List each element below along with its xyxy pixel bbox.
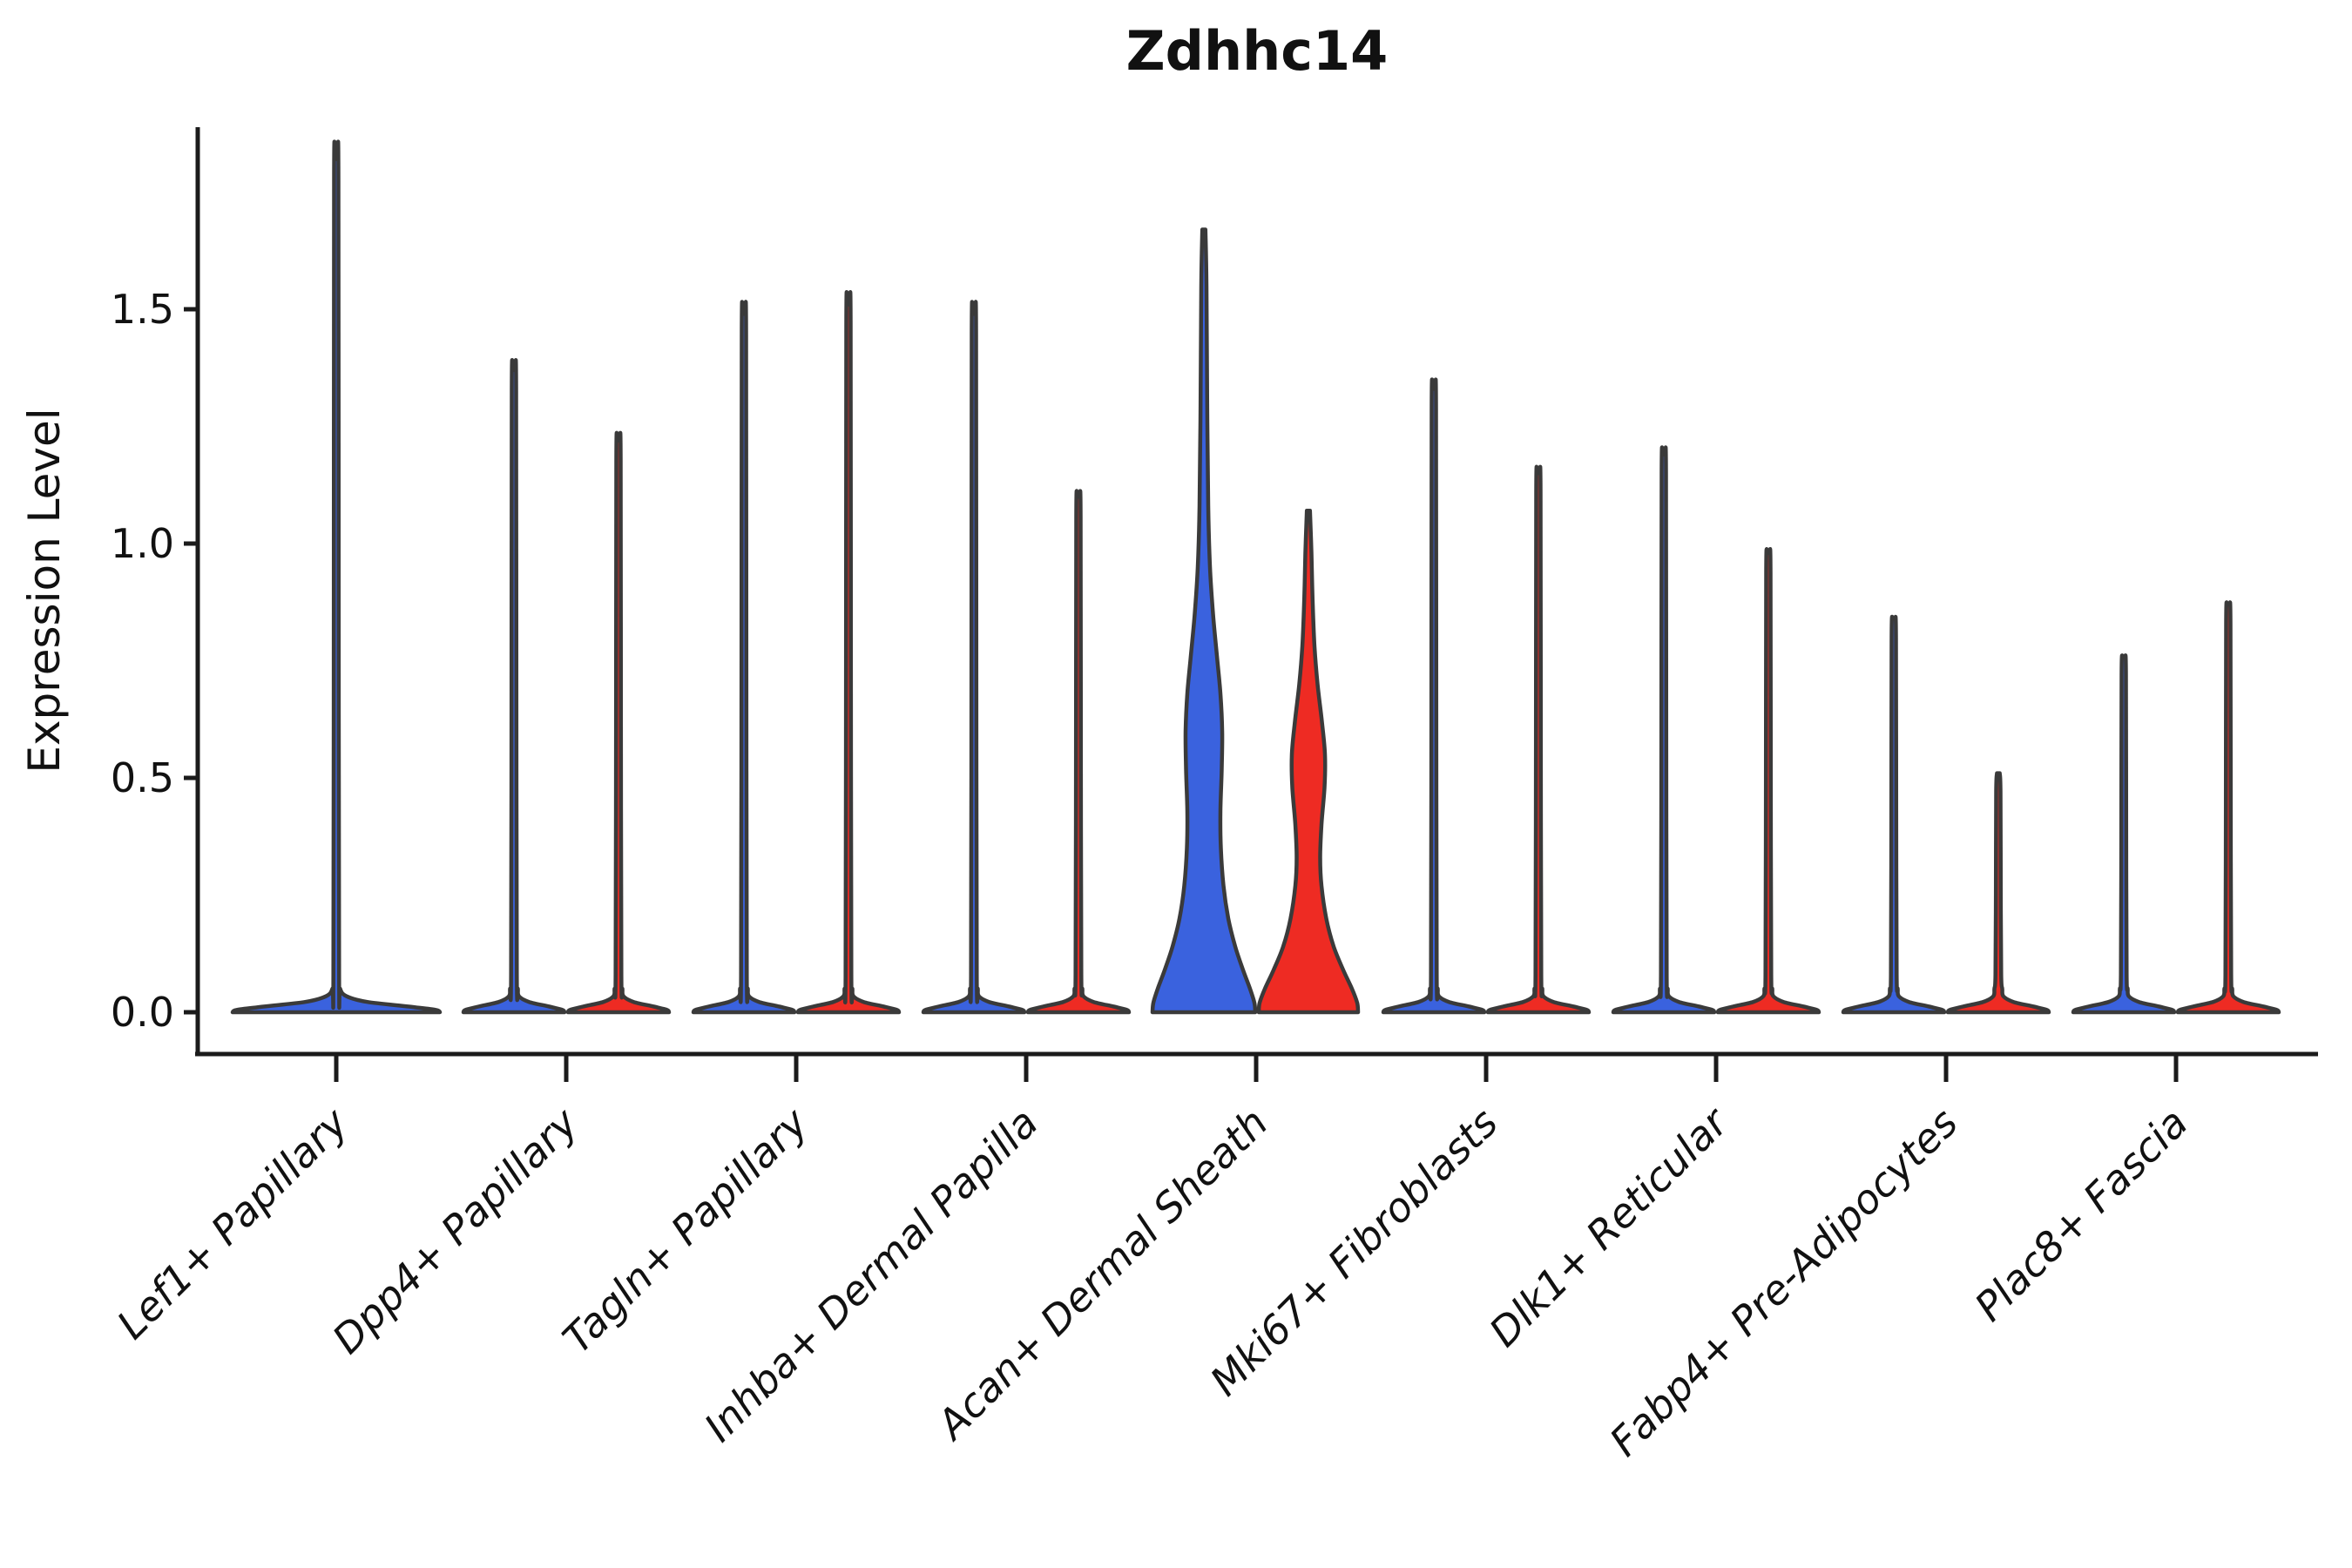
- violin-Inhba+-right: [1025, 489, 1132, 1015]
- y-axis-ticks: 0.0 0.5 1.0 1.5: [111, 286, 198, 1036]
- violin-Dpp4+-right: [565, 430, 672, 1015]
- violin-Inhba+-left: [921, 300, 1027, 1015]
- violin-Dlk1+-right: [1715, 547, 1821, 1015]
- y-tick-label: 0.5: [111, 754, 174, 801]
- violin-Fabp4+-right: [1945, 771, 2051, 1015]
- violin-Fabp4+-left: [1841, 614, 1947, 1015]
- violin-Tagln+-left: [691, 300, 797, 1015]
- violin-Dlk1+-left: [1611, 445, 1717, 1015]
- violin-Mki67+-right: [1485, 464, 1592, 1015]
- chart-title: Zdhhc14: [1126, 19, 1389, 83]
- x-tick-label-3: Tagln+ Papillary: [553, 1098, 817, 1362]
- violin-Tagln+-right: [795, 290, 902, 1015]
- x-tick-label-2: Dpp4+ Papillary: [323, 1098, 587, 1362]
- violin-Plac8+-left: [2071, 653, 2177, 1015]
- violin-Lef1+-full: [230, 139, 443, 1015]
- violin-Dpp4+-left: [461, 358, 567, 1015]
- y-tick-label: 1.0: [111, 520, 174, 567]
- violin-series: [230, 139, 2281, 1015]
- y-tick-label: 0.0: [111, 989, 174, 1036]
- y-tick-label: 1.5: [111, 286, 174, 333]
- x-tick-label-1: Lef1+ Papillary: [108, 1098, 357, 1348]
- violin-Plac8+-right: [2175, 600, 2281, 1015]
- violin-Acan+-right: [1256, 509, 1361, 1015]
- x-tick-label-7: Dlk1+ Reticular: [1480, 1097, 1739, 1355]
- violin-Mki67+-left: [1381, 377, 1487, 1015]
- x-tick-label-9: Plac8+ Fascia: [1965, 1099, 2196, 1330]
- violin-Acan+-left: [1150, 227, 1258, 1015]
- y-axis-label: Expression Level: [19, 408, 70, 773]
